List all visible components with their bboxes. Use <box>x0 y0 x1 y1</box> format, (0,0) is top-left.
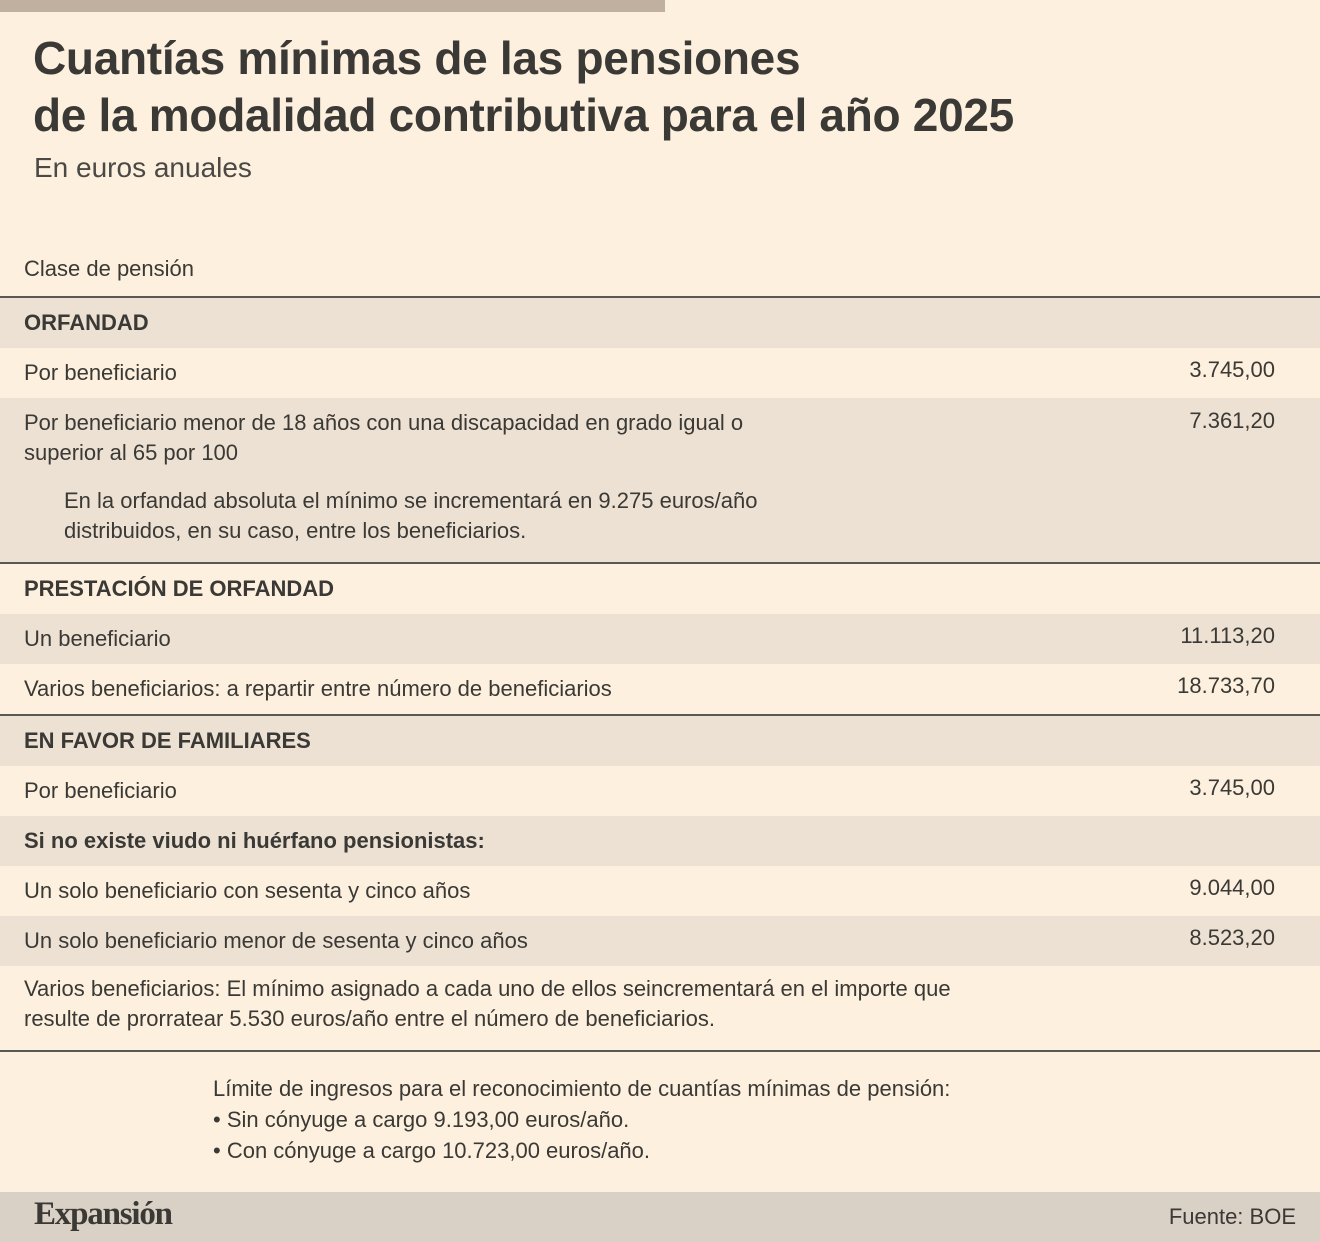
row-label: Varios beneficiarios: a repartir entre n… <box>24 676 612 701</box>
divider <box>0 714 1320 716</box>
row-label: Un solo beneficiario con sesenta y cinco… <box>24 878 471 903</box>
divider <box>0 1050 1320 1052</box>
row-label: Un beneficiario <box>24 626 171 651</box>
row-note: En la orfandad absoluta el mínimo se inc… <box>64 488 758 543</box>
divider <box>0 296 1320 298</box>
pension-table: ORFANDAD Por beneficiario 3.745,00 Por b… <box>0 296 1320 1052</box>
footer-bar: Expansión Fuente: BOE <box>0 1192 1320 1242</box>
table-subheading: Si no existe viudo ni huérfano pensionis… <box>0 816 1320 866</box>
section-title: EN FAVOR DE FAMILIARES <box>24 728 311 753</box>
row-value: 8.523,20 <box>1189 925 1275 950</box>
expansion-logo: Expansión <box>34 1196 173 1232</box>
table-row: Un solo beneficiario menor de sesenta y … <box>0 916 1320 966</box>
section-title: PRESTACIÓN DE ORFANDAD <box>24 576 335 601</box>
row-label: Por beneficiario menor de 18 años con un… <box>24 410 744 465</box>
limits-item: • Con cónyuge a cargo 10.723,00 euros/añ… <box>213 1138 651 1163</box>
table-row: Por beneficiario menor de 18 años con un… <box>0 398 1320 562</box>
table-row: Por beneficiario 3.745,00 <box>0 348 1320 398</box>
page-title: Cuantías mínimas de las pensiones de la … <box>33 32 1014 141</box>
table-note-row: Varios beneficiarios: El mínimo asignado… <box>0 966 1320 1050</box>
table-row: Un beneficiario 11.113,20 <box>0 614 1320 664</box>
section-title: ORFANDAD <box>24 310 149 335</box>
row-value: 3.745,00 <box>1189 775 1275 800</box>
row-value: 11.113,20 <box>1180 623 1275 648</box>
subheading-label: Si no existe viudo ni huérfano pensionis… <box>24 828 485 853</box>
table-row: Por beneficiario 3.745,00 <box>0 766 1320 816</box>
table-row: Un solo beneficiario con sesenta y cinco… <box>0 866 1320 916</box>
row-value: 9.044,00 <box>1189 875 1275 900</box>
section-prestacion: PRESTACIÓN DE ORFANDAD <box>0 564 1320 614</box>
source-credit: Fuente: BOE <box>1168 1204 1296 1229</box>
section-orfandad: ORFANDAD <box>0 298 1320 348</box>
row-value: 18.733,70 <box>1177 673 1275 698</box>
row-value: 7.361,20 <box>1189 408 1275 433</box>
divider <box>0 562 1320 564</box>
table-row: Varios beneficiarios: a repartir entre n… <box>0 664 1320 714</box>
income-limits: Límite de ingresos para el reconocimient… <box>213 1073 950 1166</box>
row-value: 3.745,00 <box>1189 357 1275 382</box>
top-accent-bar <box>0 0 665 12</box>
section-familiares: EN FAVOR DE FAMILIARES <box>0 716 1320 766</box>
page-subtitle: En euros anuales <box>34 152 252 183</box>
row-label: Por beneficiario <box>24 360 177 385</box>
row-note: Varios beneficiarios: El mínimo asignado… <box>24 976 951 1031</box>
row-label: Por beneficiario <box>24 778 177 803</box>
row-label: Un solo beneficiario menor de sesenta y … <box>24 928 528 953</box>
limits-item: • Sin cónyuge a cargo 9.193,00 euros/año… <box>213 1107 630 1132</box>
limits-intro: Límite de ingresos para el reconocimient… <box>213 1076 951 1101</box>
column-header: Clase de pensión <box>24 256 195 281</box>
